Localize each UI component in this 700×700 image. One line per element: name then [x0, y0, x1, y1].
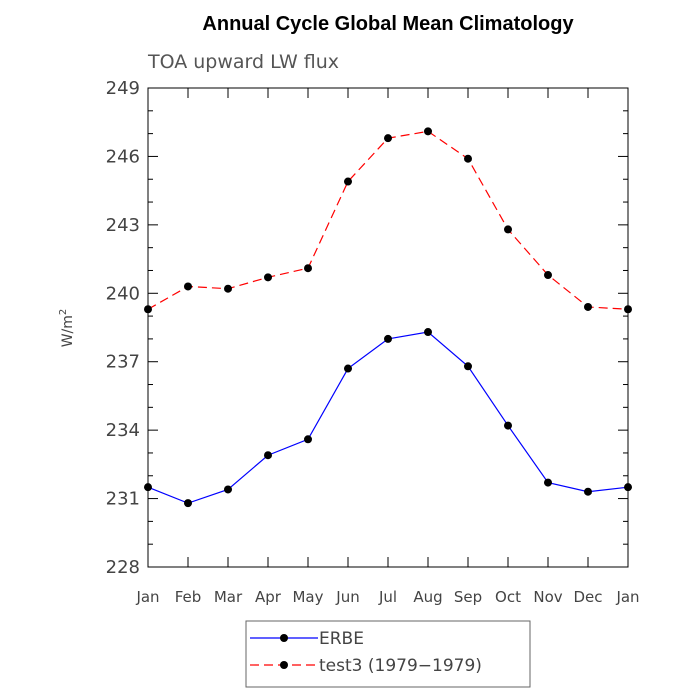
data-point — [504, 225, 512, 234]
x-tick-label: Apr — [255, 588, 282, 606]
data-point — [464, 154, 472, 163]
data-point — [584, 487, 592, 496]
x-tick-label: Jul — [378, 588, 397, 606]
series-layer — [144, 127, 632, 508]
y-tick-label: 231 — [106, 489, 140, 510]
legend-label: test3 (1979−1979) — [319, 656, 482, 676]
data-point — [264, 273, 272, 282]
data-point — [384, 334, 392, 343]
series-line — [147, 130, 629, 310]
x-tick-label: Jan — [615, 588, 639, 606]
data-point — [144, 305, 152, 314]
data-point — [264, 451, 272, 460]
data-point — [584, 302, 592, 311]
data-point — [624, 305, 632, 314]
plot-frame — [147, 87, 629, 568]
series-0 — [144, 328, 632, 508]
data-point — [624, 483, 632, 492]
x-tick-label: Aug — [413, 588, 442, 606]
data-point — [184, 282, 192, 291]
x-tick-label: May — [292, 588, 323, 606]
y-axis-label-text: W/m — [60, 315, 76, 347]
x-tick-label: Jun — [335, 588, 359, 606]
data-point — [504, 421, 512, 430]
axes: 228 231 234 237 240 243 246 249 Jan Feb Mar Apr May J… — [106, 78, 640, 606]
legend-swatch-marker — [280, 661, 288, 669]
chart-title: Annual Cycle Global Mean Climatology — [202, 13, 574, 35]
chart-subtitle: TOA upward LW flux — [147, 51, 339, 73]
data-point — [344, 177, 352, 186]
y-tick-label: 246 — [106, 146, 140, 167]
series-line — [147, 331, 629, 504]
legend-item: test3 (1979−1979) — [250, 656, 482, 676]
x-tick-label: Sep — [454, 588, 482, 606]
y-tick-label: 237 — [106, 352, 140, 373]
y-tick-label: 228 — [106, 557, 140, 578]
y-tick-label: 249 — [106, 78, 140, 99]
x-tick-label: Mar — [214, 588, 243, 606]
series-1 — [144, 127, 632, 314]
data-point — [464, 362, 472, 371]
legend-box — [245, 620, 531, 688]
legend: ERBE test3 (1979−1979) — [245, 620, 531, 688]
data-point — [304, 264, 312, 273]
data-point — [304, 435, 312, 444]
data-point — [544, 478, 552, 487]
data-point — [384, 134, 392, 143]
x-tick-label: Jan — [135, 588, 159, 606]
data-point — [344, 364, 352, 373]
data-point — [224, 485, 232, 494]
legend-label: ERBE — [319, 629, 364, 649]
x-tick-label: Nov — [533, 588, 562, 606]
data-point — [424, 328, 432, 337]
y-axis-label: W/m2 — [58, 309, 76, 348]
y-tick-label: 243 — [106, 215, 140, 236]
legend-item: ERBE — [250, 629, 364, 649]
y-tick-label: 240 — [106, 283, 140, 304]
data-point — [144, 483, 152, 492]
x-tick-label: Dec — [573, 588, 602, 606]
data-point — [224, 284, 232, 293]
data-point — [424, 127, 432, 136]
y-tick-label: 234 — [106, 420, 140, 441]
x-tick-label: Feb — [175, 588, 202, 606]
y-axis-label-superscript: 2 — [58, 309, 69, 315]
legend-swatch-marker — [280, 634, 288, 642]
data-point — [184, 499, 192, 508]
data-point — [544, 271, 552, 280]
x-tick-label: Oct — [495, 588, 521, 606]
